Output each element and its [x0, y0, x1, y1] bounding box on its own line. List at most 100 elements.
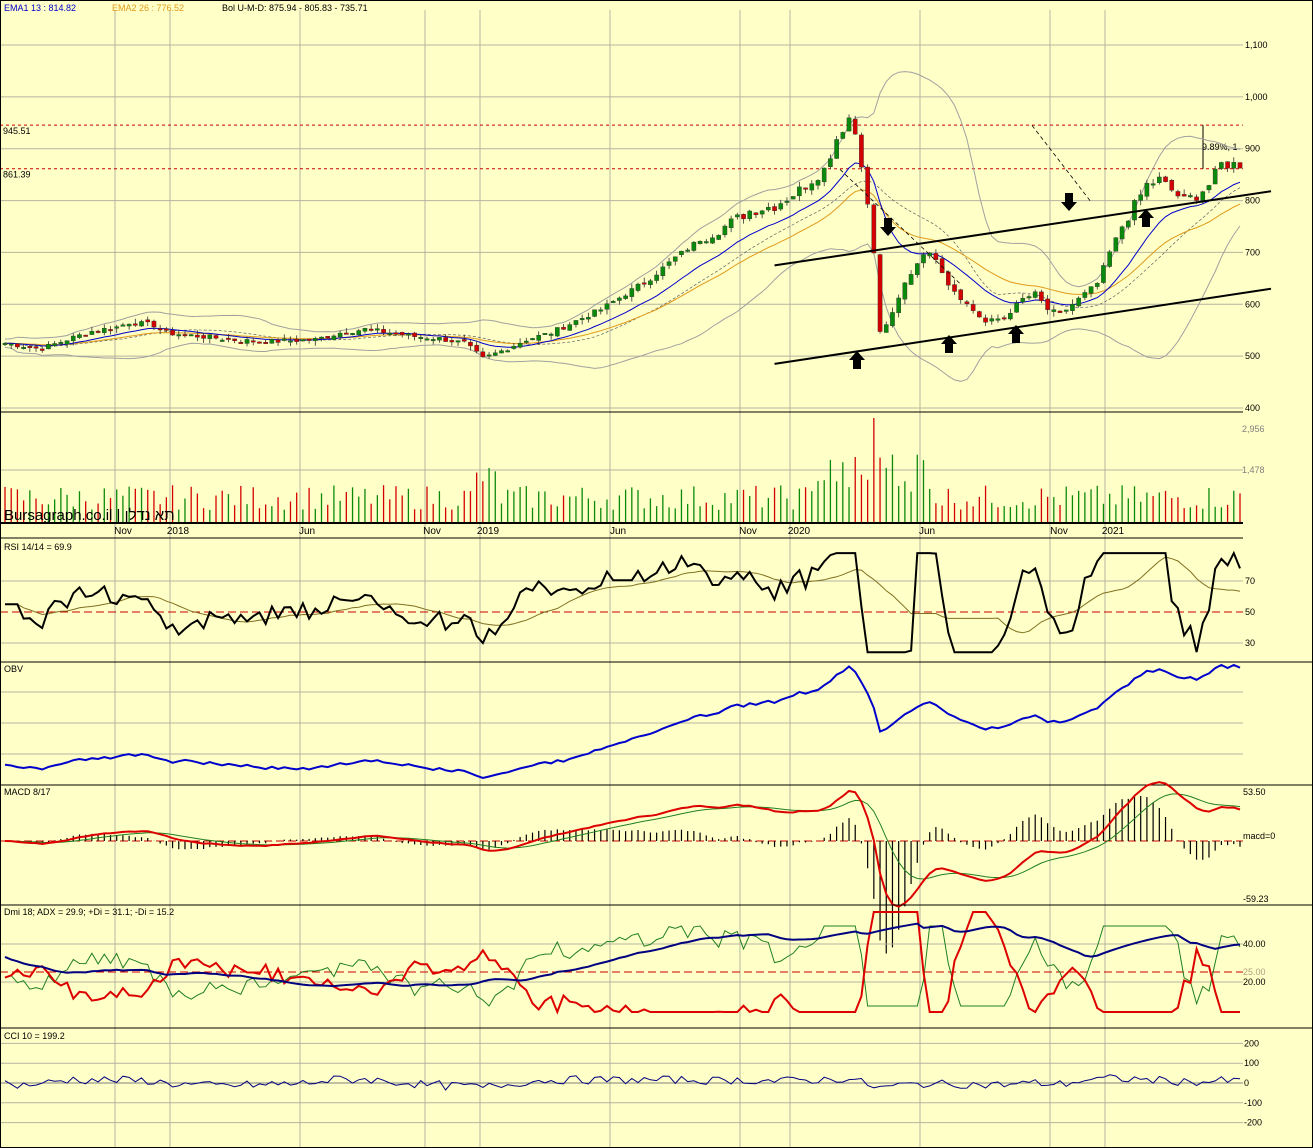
obv-title: OBV — [4, 664, 23, 674]
candle-body — [108, 329, 113, 332]
candle-body — [95, 330, 101, 333]
candle-body — [393, 332, 399, 335]
candle-body — [238, 342, 244, 344]
price-tick-label: 500 — [1245, 351, 1260, 361]
candle-body — [946, 271, 951, 286]
time-axis-label: 2018 — [167, 526, 190, 537]
candle-body — [250, 340, 256, 343]
candle-body — [660, 266, 666, 277]
candle-body — [908, 274, 914, 285]
candle-body — [778, 203, 784, 210]
candle-body — [914, 263, 920, 275]
candle-body — [703, 241, 709, 244]
candle-body — [281, 338, 287, 341]
candle-body — [269, 338, 275, 344]
candle-body — [1051, 309, 1057, 312]
volume-tick-label: 1,478 — [1242, 465, 1265, 475]
candle-body — [722, 225, 728, 236]
up-arrow-icon — [1008, 325, 1024, 343]
candle-body — [952, 284, 957, 292]
candle-body — [610, 301, 616, 303]
time-axis-label: Jun — [919, 526, 935, 537]
candle-body — [325, 336, 331, 339]
candle-body — [157, 328, 163, 331]
candle-body — [437, 337, 442, 341]
candle-body — [1181, 194, 1187, 197]
candle-body — [883, 324, 889, 333]
rsi-tick-label: 30 — [1245, 638, 1255, 648]
candle-body — [840, 132, 846, 139]
candle-body — [337, 332, 343, 338]
candle-body — [313, 338, 318, 342]
candle-body — [1237, 162, 1243, 169]
candle-body — [319, 336, 324, 339]
candle-body — [244, 339, 250, 344]
candle-body — [381, 329, 386, 334]
price-tick-label: 700 — [1245, 247, 1260, 257]
candle-body — [58, 342, 64, 345]
rsi-title: RSI 14/14 = 69.9 — [4, 542, 72, 552]
candle-body — [288, 340, 293, 343]
candle-body — [139, 321, 144, 327]
candle-body — [1144, 183, 1150, 197]
candle-body — [809, 183, 815, 191]
candle-body — [536, 335, 542, 341]
candle-body — [573, 320, 579, 325]
candle-body — [1119, 226, 1125, 240]
candle-body — [492, 352, 498, 356]
price-tick-label: 400 — [1245, 403, 1260, 413]
candle-body — [1063, 309, 1069, 312]
rsi-line — [5, 550, 1241, 654]
candle-body — [784, 200, 790, 203]
candle-body — [70, 335, 76, 342]
candle-body — [101, 328, 107, 333]
candle-body — [567, 324, 573, 331]
time-axis-label: 2020 — [788, 526, 811, 537]
candle-body — [1094, 283, 1100, 287]
candle-body — [555, 327, 560, 337]
candle-body — [368, 328, 374, 331]
trend-channel-line — [774, 190, 1272, 267]
candle-body — [468, 341, 473, 347]
candle-body — [1132, 200, 1137, 221]
candle-body — [412, 332, 417, 337]
time-axis-label: Jun — [610, 526, 626, 537]
macd-signal-line — [5, 793, 1241, 880]
candle-body — [455, 340, 461, 343]
candle-body — [21, 347, 26, 349]
price-tick-label: 900 — [1245, 144, 1260, 154]
candle-body — [356, 330, 362, 336]
candle-body — [263, 341, 268, 345]
cci-title: CCI 10 = 199.2 — [4, 1031, 65, 1041]
candle-body — [741, 214, 746, 220]
candle-body — [852, 118, 858, 135]
down-arrow-icon — [880, 218, 896, 236]
candle-body — [828, 158, 833, 167]
candle-body — [145, 319, 151, 323]
candle-body — [8, 343, 14, 346]
candle-body — [977, 311, 982, 318]
candle-body — [1163, 176, 1168, 182]
candle-body — [896, 297, 901, 314]
candle-body — [877, 254, 883, 332]
candle-body — [182, 334, 188, 337]
candle-body — [375, 328, 380, 331]
price-tick-label: 1,000 — [1245, 92, 1268, 102]
candle-body — [834, 139, 839, 159]
candle-body — [120, 324, 126, 327]
candle-body — [151, 320, 157, 328]
candle-body — [350, 333, 355, 336]
minus-di-line — [4, 911, 1240, 1015]
ema1-line — [4, 162, 1241, 348]
cci-tick-label: 100 — [1244, 1058, 1259, 1068]
bollinger-legend: Bol U-M-D: 875.94 - 805.83 - 735.71 — [222, 3, 368, 13]
candle-body — [306, 338, 312, 341]
candle-body — [89, 331, 95, 335]
macd-title: MACD 8/17 — [4, 787, 51, 797]
candle-body — [1200, 191, 1206, 201]
up-arrow-icon — [941, 335, 957, 353]
candle-body — [443, 337, 448, 342]
candle-body — [64, 340, 70, 345]
